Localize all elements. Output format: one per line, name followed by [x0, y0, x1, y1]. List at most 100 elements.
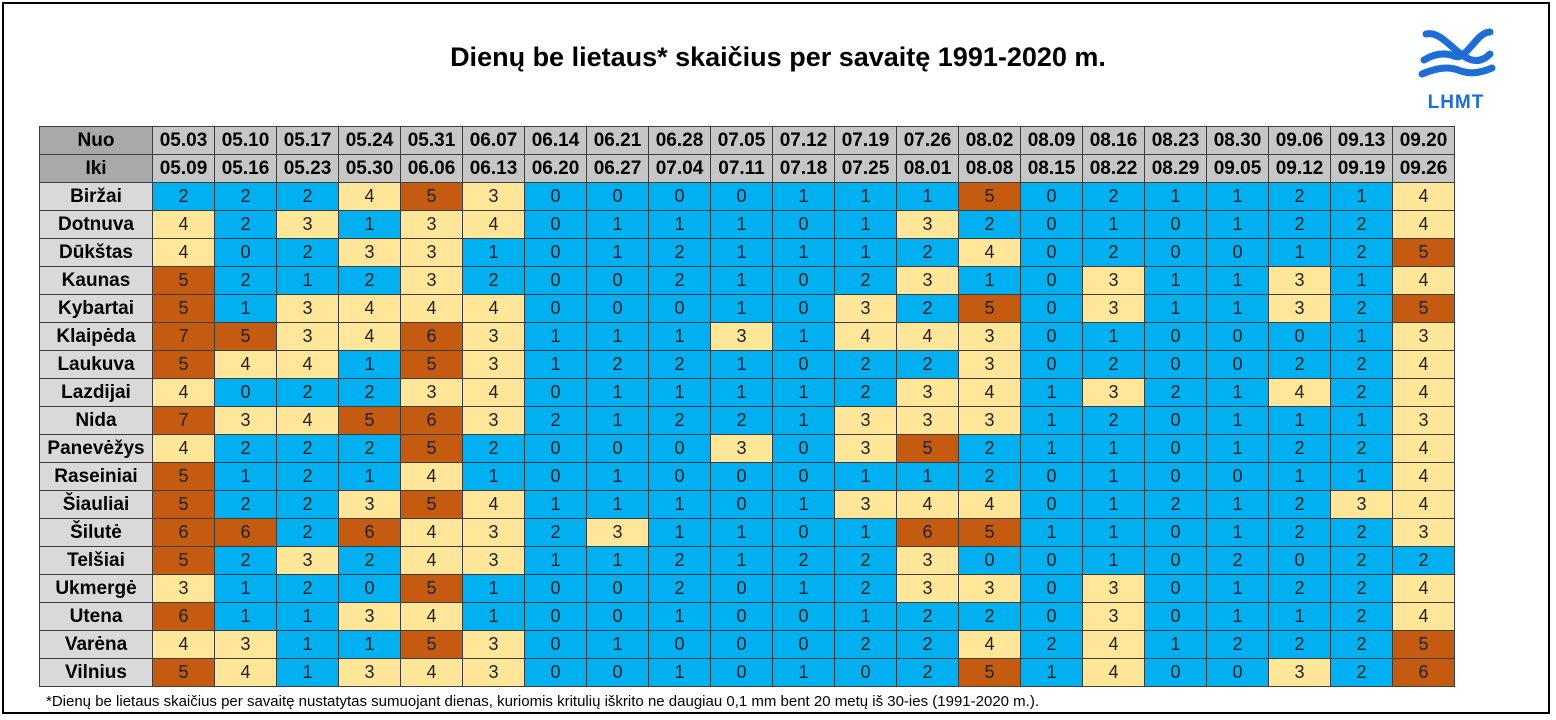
value-cell: 2 [1330, 574, 1393, 603]
value-cell: 2 [1082, 350, 1145, 379]
value-cell: 5 [958, 658, 1021, 687]
value-cell: 3 [1392, 406, 1455, 435]
value-cell: 1 [648, 210, 711, 239]
value-cell: 1 [276, 658, 339, 687]
value-cell: 3 [710, 434, 773, 463]
value-cell: 0 [648, 182, 711, 211]
value-cell: 3 [1330, 490, 1393, 519]
value-cell: 0 [958, 546, 1021, 575]
value-cell: 3 [338, 490, 401, 519]
value-cell: 4 [462, 294, 525, 323]
value-cell: 1 [648, 602, 711, 631]
table-row: Vilnius 5 4 1 3 4 3 0 0 1 0 1 0 2 5 1 4 0 0 3 2 6 [39, 658, 1455, 687]
value-cell: 1 [1020, 378, 1083, 407]
value-cell: 4 [958, 490, 1021, 519]
value-cell: 1 [772, 658, 835, 687]
value-cell: 1 [958, 266, 1021, 295]
value-cell: 1 [586, 322, 649, 351]
value-cell: 2 [1268, 210, 1331, 239]
value-cell: 2 [1082, 238, 1145, 267]
value-cell: 3 [1082, 266, 1145, 295]
value-cell: 3 [1392, 518, 1455, 547]
value-cell: 0 [214, 378, 277, 407]
value-cell: 1 [1020, 658, 1083, 687]
value-cell: 1 [648, 322, 711, 351]
value-cell: 1 [276, 630, 339, 659]
value-cell: 2 [1144, 490, 1207, 519]
value-cell: 1 [834, 210, 897, 239]
value-cell: 0 [1144, 462, 1207, 491]
value-cell: 5 [152, 462, 215, 491]
value-cell: 0 [710, 490, 773, 519]
value-cell: 2 [1330, 378, 1393, 407]
value-cell: 3 [710, 322, 773, 351]
header-row-to-date: 07.25 [834, 154, 897, 183]
value-cell: 2 [958, 462, 1021, 491]
value-cell: 1 [462, 602, 525, 631]
header-row-from-date: 07.05 [710, 126, 773, 155]
header-row-to-date: 09.19 [1330, 154, 1393, 183]
value-cell: 0 [1144, 574, 1207, 603]
header-row-to-date: 08.08 [958, 154, 1021, 183]
value-cell: 1 [214, 294, 277, 323]
header-row-to-date: 08.29 [1144, 154, 1207, 183]
value-cell: 0 [586, 602, 649, 631]
value-cell: 5 [1392, 294, 1455, 323]
value-cell: 1 [1268, 238, 1331, 267]
table-row: Lazdijai 4 0 2 2 3 4 0 1 1 1 1 2 3 4 1 3 2 1 4 2 4 [39, 378, 1455, 407]
value-cell: 5 [896, 434, 959, 463]
value-cell: 2 [896, 602, 959, 631]
value-cell: 2 [1206, 546, 1269, 575]
value-cell: 0 [834, 658, 897, 687]
value-cell: 3 [338, 602, 401, 631]
header-row-to-date: 09.12 [1268, 154, 1331, 183]
value-cell: 5 [338, 406, 401, 435]
value-cell: 0 [524, 378, 587, 407]
value-cell: 6 [400, 322, 463, 351]
value-cell: 5 [958, 294, 1021, 323]
station-name: Varėna [39, 630, 153, 659]
station-name: Ukmergė [39, 574, 153, 603]
value-cell: 0 [214, 238, 277, 267]
value-cell: 1 [1206, 518, 1269, 547]
value-cell: 2 [958, 434, 1021, 463]
value-cell: 0 [524, 462, 587, 491]
header-row-to-date: 06.13 [462, 154, 525, 183]
value-cell: 1 [1206, 490, 1269, 519]
value-cell: 4 [276, 350, 339, 379]
header-row-to-date: 05.09 [152, 154, 215, 183]
value-cell: 3 [338, 658, 401, 687]
value-cell: 1 [214, 602, 277, 631]
header-row-from-date: 09.20 [1392, 126, 1455, 155]
value-cell: 1 [1330, 322, 1393, 351]
header-row-from-date: 08.16 [1082, 126, 1145, 155]
header-row-to-date: 09.05 [1206, 154, 1269, 183]
value-cell: 3 [1392, 322, 1455, 351]
value-cell: 4 [400, 462, 463, 491]
table-row: Dūkštas 4 0 2 3 3 1 0 1 2 1 1 1 2 4 0 2 0 0 1 2 5 [39, 238, 1455, 267]
value-cell: 4 [152, 210, 215, 239]
value-cell: 1 [462, 238, 525, 267]
value-cell: 1 [710, 518, 773, 547]
value-cell: 1 [586, 406, 649, 435]
value-cell: 2 [1330, 210, 1393, 239]
value-cell: 3 [276, 546, 339, 575]
value-cell: 3 [276, 210, 339, 239]
rain-free-days-table: Nuo 05.03 05.10 05.17 05.24 05.31 06.07 06.14 06… [39, 126, 1455, 687]
value-cell: 3 [586, 518, 649, 547]
value-cell: 1 [834, 602, 897, 631]
value-cell: 1 [710, 350, 773, 379]
value-cell: 4 [152, 238, 215, 267]
value-cell: 0 [772, 602, 835, 631]
value-cell: 2 [152, 182, 215, 211]
header-row-from-date: 06.07 [462, 126, 525, 155]
value-cell: 0 [648, 294, 711, 323]
value-cell: 0 [648, 462, 711, 491]
value-cell: 0 [586, 574, 649, 603]
station-name: Kybartai [39, 294, 153, 323]
value-cell: 0 [1144, 434, 1207, 463]
table-row: Panevėžys 4 2 2 2 5 2 0 0 0 3 0 3 5 2 1 1 0 1 2 2 4 [39, 434, 1455, 463]
value-cell: 2 [462, 266, 525, 295]
header-row-from: Nuo 05.03 05.10 05.17 05.24 05.31 06.07 06.14 06… [39, 126, 1455, 155]
value-cell: 1 [710, 546, 773, 575]
